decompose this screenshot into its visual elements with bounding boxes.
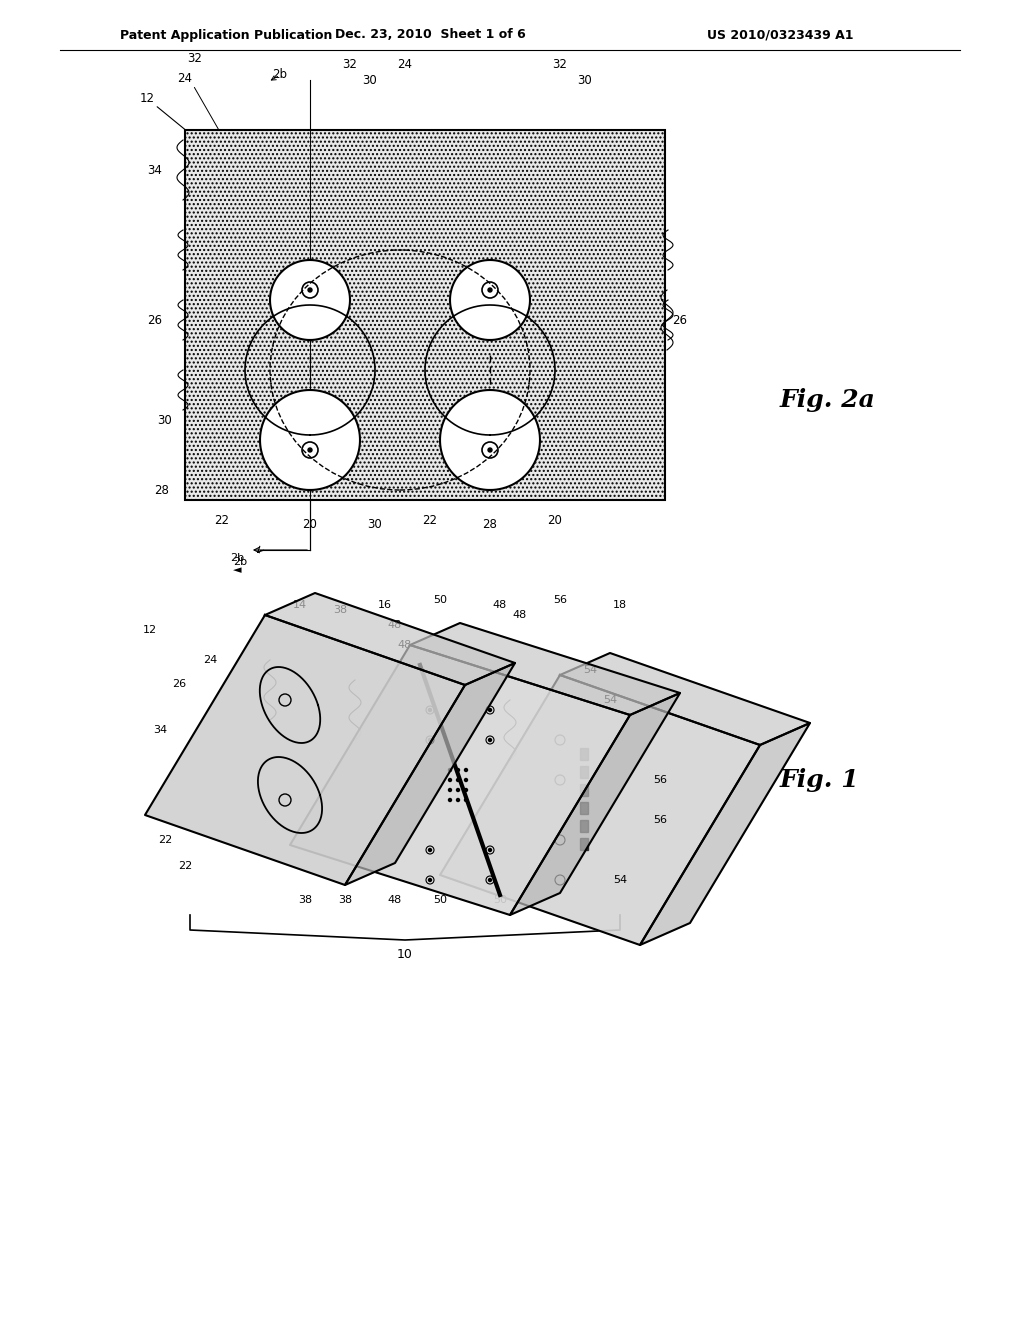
Text: 12: 12 xyxy=(139,91,155,104)
Bar xyxy=(580,838,588,850)
Polygon shape xyxy=(260,389,360,490)
Text: 12: 12 xyxy=(143,624,157,635)
Polygon shape xyxy=(270,260,350,341)
Text: 30: 30 xyxy=(362,74,378,87)
Circle shape xyxy=(428,879,431,882)
Text: 24: 24 xyxy=(177,71,193,84)
Circle shape xyxy=(457,768,460,771)
Text: 30: 30 xyxy=(578,74,592,87)
Text: 48: 48 xyxy=(388,620,402,630)
Text: 50: 50 xyxy=(433,595,447,605)
Polygon shape xyxy=(265,593,515,685)
Circle shape xyxy=(488,288,492,292)
Polygon shape xyxy=(345,663,515,884)
Text: 48: 48 xyxy=(493,601,507,610)
Polygon shape xyxy=(145,615,465,884)
Text: Dec. 23, 2010  Sheet 1 of 6: Dec. 23, 2010 Sheet 1 of 6 xyxy=(335,29,525,41)
Circle shape xyxy=(428,738,431,742)
Bar xyxy=(580,766,588,777)
Polygon shape xyxy=(410,623,680,715)
Text: Fig. 1: Fig. 1 xyxy=(780,768,859,792)
Circle shape xyxy=(428,709,431,711)
Text: 56: 56 xyxy=(653,814,667,825)
Circle shape xyxy=(308,288,312,292)
Text: 54: 54 xyxy=(613,875,627,884)
Polygon shape xyxy=(450,260,530,341)
Text: 26: 26 xyxy=(673,314,687,326)
Bar xyxy=(185,129,665,500)
Text: US 2010/0323439 A1: US 2010/0323439 A1 xyxy=(707,29,853,41)
Text: 54: 54 xyxy=(603,696,617,705)
Circle shape xyxy=(488,849,492,851)
Bar xyxy=(580,803,588,814)
Polygon shape xyxy=(510,693,680,915)
Text: 28: 28 xyxy=(155,483,169,496)
Circle shape xyxy=(465,768,468,771)
Circle shape xyxy=(465,779,468,781)
Bar xyxy=(580,784,588,796)
Text: 2b: 2b xyxy=(232,557,247,568)
Text: Patent Application Publication: Patent Application Publication xyxy=(120,29,333,41)
Circle shape xyxy=(449,799,452,801)
Circle shape xyxy=(488,709,492,711)
Text: 34: 34 xyxy=(147,164,163,177)
Text: 38: 38 xyxy=(338,895,352,906)
Circle shape xyxy=(488,879,492,882)
Text: 32: 32 xyxy=(343,58,357,71)
Text: 48: 48 xyxy=(388,895,402,906)
Text: 54: 54 xyxy=(583,665,597,675)
Text: 16: 16 xyxy=(378,601,392,610)
Text: 38: 38 xyxy=(333,605,347,615)
Text: 26: 26 xyxy=(172,678,186,689)
Text: 22: 22 xyxy=(178,861,193,871)
Text: ◄: ◄ xyxy=(232,565,242,576)
Text: 14: 14 xyxy=(293,601,307,610)
Text: 30: 30 xyxy=(158,413,172,426)
Text: 22: 22 xyxy=(214,513,229,527)
Circle shape xyxy=(465,788,468,792)
Text: 48: 48 xyxy=(513,610,527,620)
Circle shape xyxy=(449,788,452,792)
Bar xyxy=(580,748,588,760)
Text: 2b: 2b xyxy=(272,69,288,82)
Text: 56: 56 xyxy=(653,775,667,785)
Circle shape xyxy=(457,779,460,781)
Text: 32: 32 xyxy=(553,58,567,71)
Circle shape xyxy=(465,799,468,801)
Text: 50: 50 xyxy=(433,895,447,906)
Text: 56: 56 xyxy=(553,595,567,605)
Circle shape xyxy=(428,849,431,851)
Circle shape xyxy=(488,738,492,742)
Text: 28: 28 xyxy=(482,519,498,532)
Text: 10: 10 xyxy=(397,949,413,961)
Text: 32: 32 xyxy=(187,51,203,65)
Text: 24: 24 xyxy=(397,58,413,71)
Text: Fig. 2a: Fig. 2a xyxy=(780,388,876,412)
Text: 30: 30 xyxy=(368,519,382,532)
Circle shape xyxy=(449,768,452,771)
Text: 26: 26 xyxy=(147,314,163,326)
Text: 34: 34 xyxy=(153,725,167,735)
Bar xyxy=(580,820,588,832)
Circle shape xyxy=(449,779,452,781)
Text: 2b: 2b xyxy=(230,553,244,564)
Text: 22: 22 xyxy=(423,513,437,527)
Polygon shape xyxy=(560,653,810,744)
Text: 38: 38 xyxy=(298,895,312,906)
Text: 18: 18 xyxy=(613,601,627,610)
Text: 24: 24 xyxy=(203,655,217,665)
Circle shape xyxy=(457,799,460,801)
Polygon shape xyxy=(440,675,760,945)
Text: 22: 22 xyxy=(158,836,172,845)
Circle shape xyxy=(488,447,492,451)
Text: 50: 50 xyxy=(493,895,507,906)
Circle shape xyxy=(457,788,460,792)
Polygon shape xyxy=(290,645,630,915)
Text: 20: 20 xyxy=(302,519,317,532)
Polygon shape xyxy=(640,723,810,945)
Text: 20: 20 xyxy=(548,513,562,527)
Text: 48: 48 xyxy=(398,640,412,649)
Polygon shape xyxy=(440,389,540,490)
Circle shape xyxy=(308,447,312,451)
